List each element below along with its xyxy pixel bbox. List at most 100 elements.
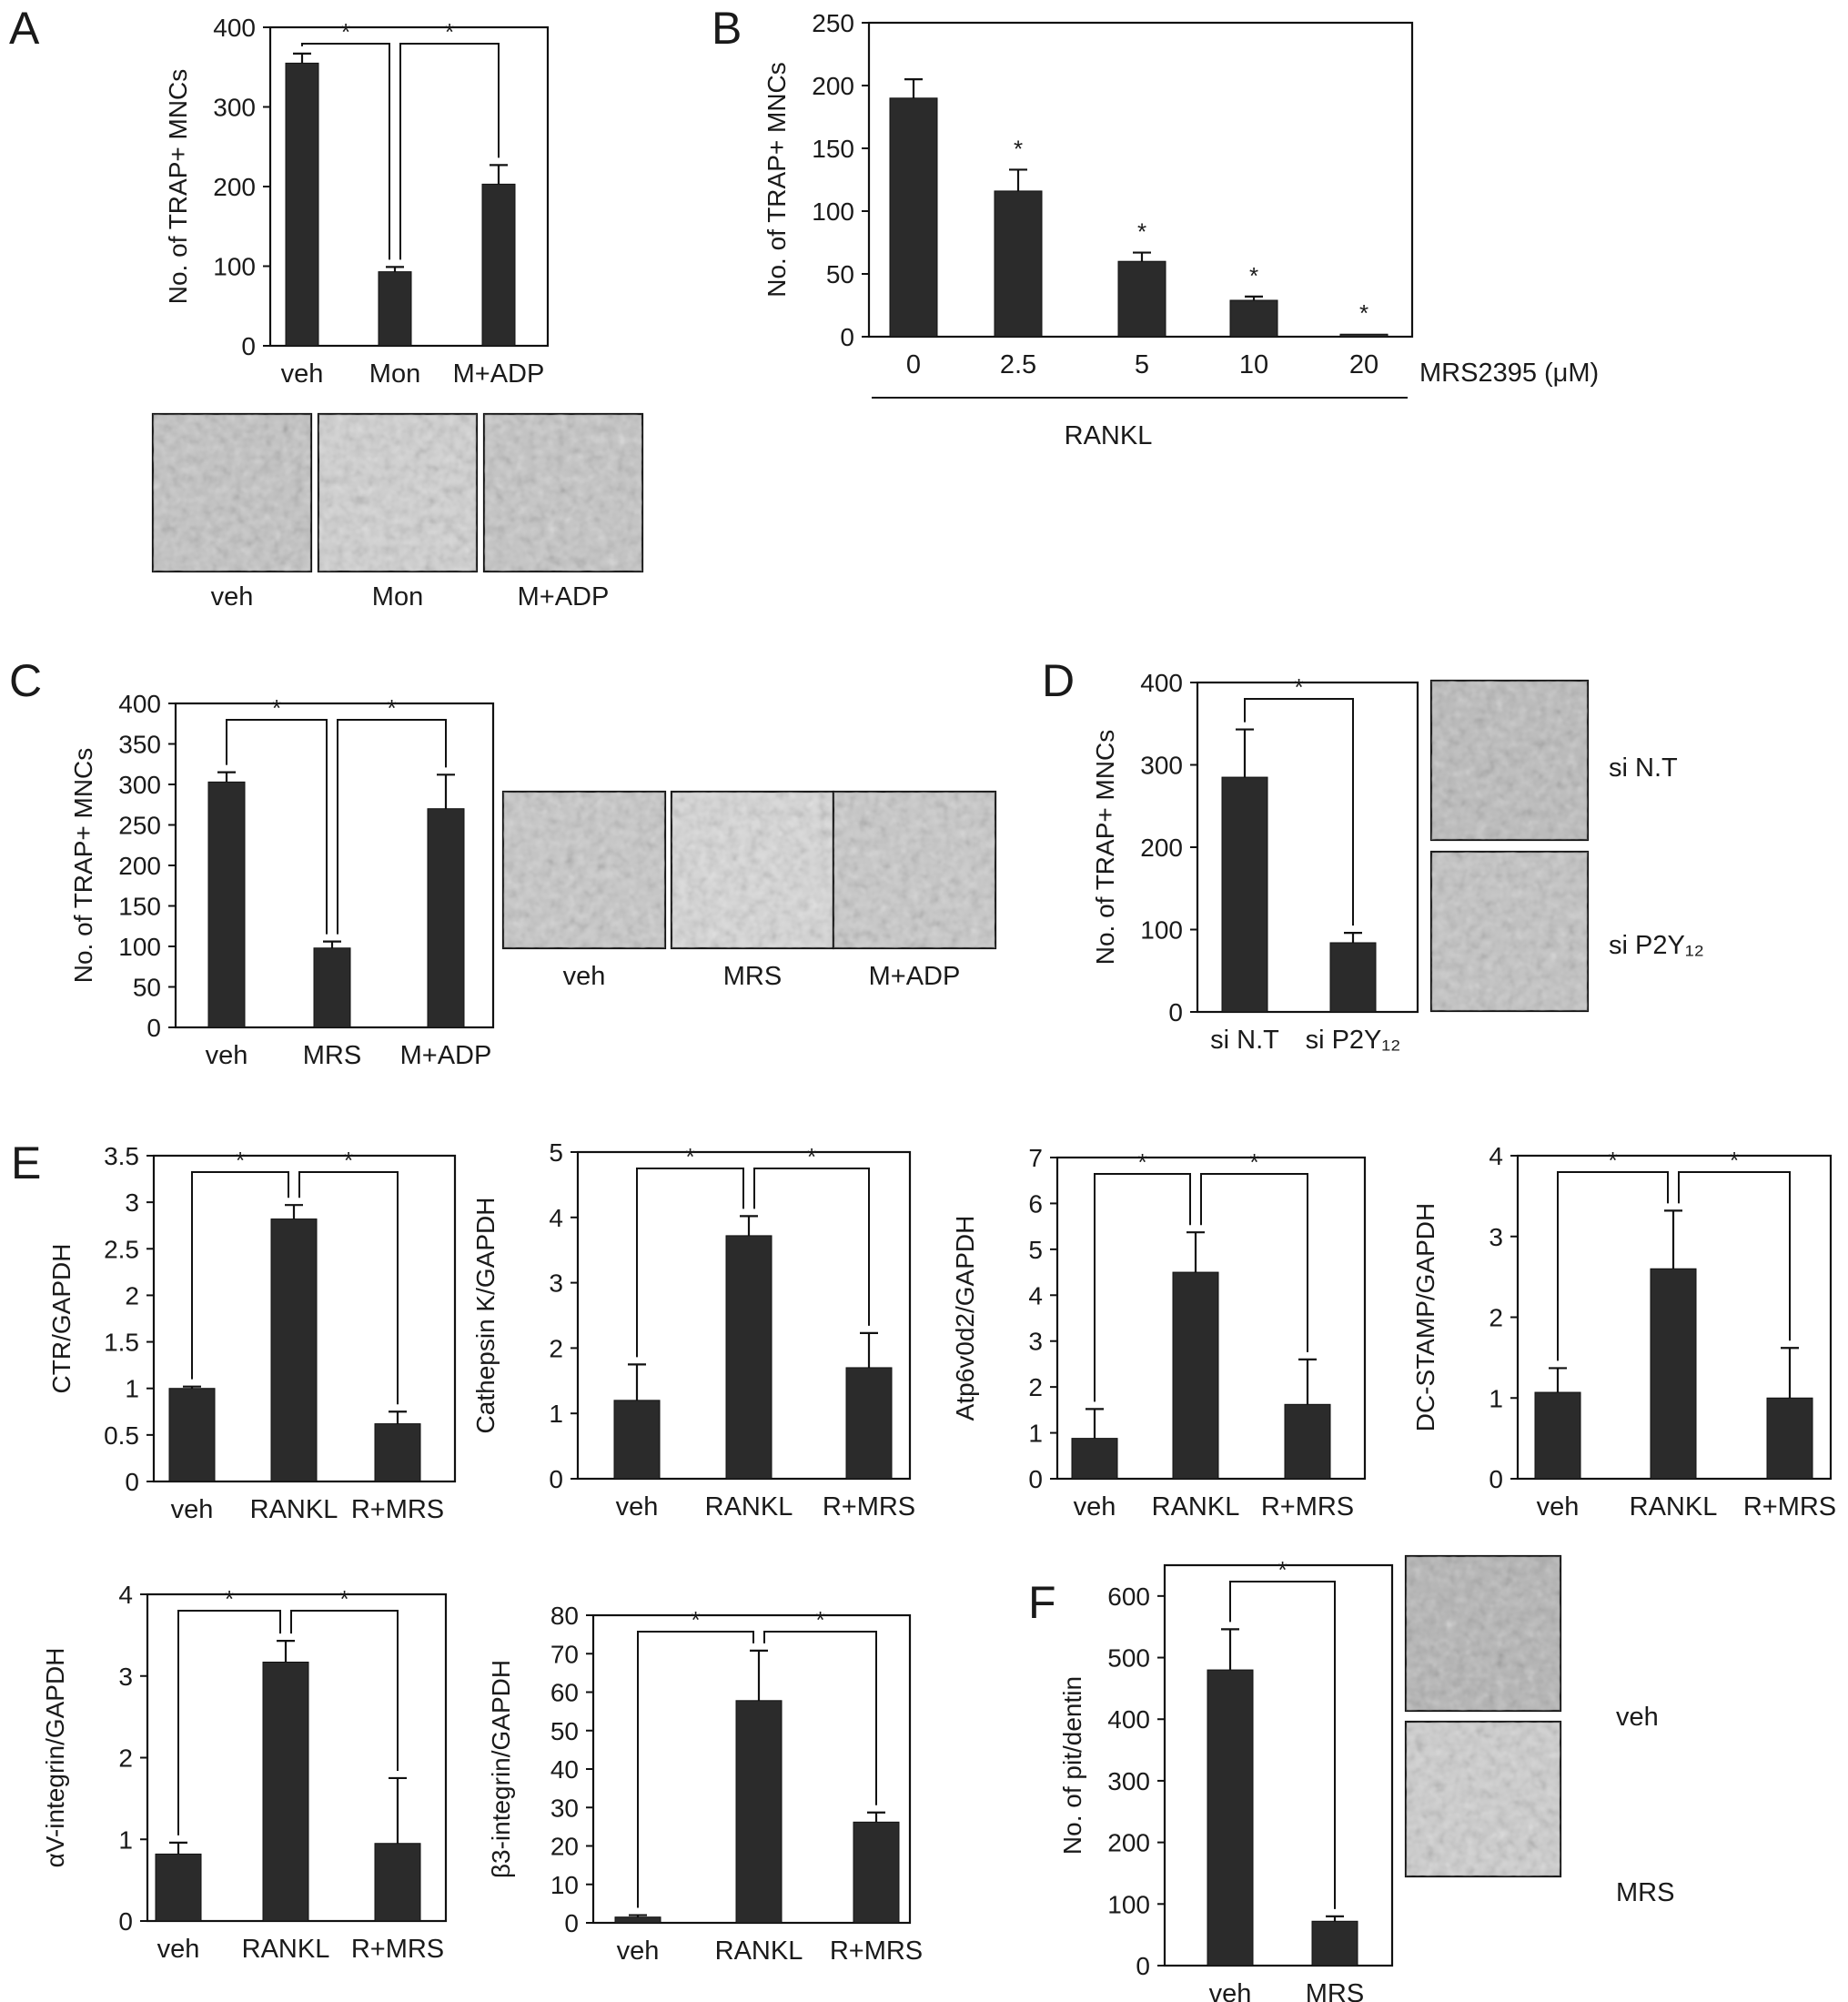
micrograph-a-label-2: Mon <box>372 582 423 612</box>
chart-b-xtick-label: 0 <box>906 350 921 379</box>
chart-e2-ytick-label: 4 <box>549 1204 563 1232</box>
chart-e6-bar <box>735 1700 783 1924</box>
chart-b-xtick-label: 20 <box>1349 350 1378 379</box>
chart-d-bar <box>1221 776 1268 1013</box>
chart-b-xtick-label: 2.5 <box>1000 350 1036 379</box>
chart-a-xtick-label: veh <box>281 359 324 389</box>
chart-e1-ytick-label: 0 <box>125 1468 139 1496</box>
chart-e6-ytick-label: 50 <box>550 1717 579 1745</box>
micrograph-a-veh <box>151 412 313 573</box>
chart-c-xtick-label: M+ADP <box>400 1041 492 1070</box>
chart-e1: 0 0.5 1 1.5 2 2.5 3 3.5 CTR/GAPDH veh RANKL R+MRS * * <box>47 1142 457 1524</box>
chart-e2-ytick-label: 5 <box>549 1138 563 1167</box>
chart-e2-sig-bracket <box>636 1168 744 1358</box>
chart-c-xtick-label: MRS <box>303 1041 361 1070</box>
chart-e1-bar <box>374 1423 421 1482</box>
chart-e6-xtick-label: RANKL <box>715 1936 803 1966</box>
micrograph-a-madp <box>482 412 644 573</box>
chart-e6-ytick-label: 60 <box>550 1679 579 1707</box>
chart-a-bar <box>481 183 516 347</box>
chart-e6-bar <box>853 1821 900 1924</box>
chart-e6-ylabel: β3-integrin/GAPDH <box>487 1660 515 1878</box>
panel-label-c: C <box>9 655 42 706</box>
chart-e3-sig-star: * <box>1137 1148 1146 1176</box>
chart-e3-ytick-label: 3 <box>1028 1328 1043 1356</box>
chart-a-sig-star: * <box>445 18 454 46</box>
chart-c-ytick-label: 250 <box>118 812 161 840</box>
micrograph-f-label-2: MRS <box>1616 1878 1674 1907</box>
chart-f-xtick-label: veh <box>1209 1979 1252 2002</box>
micrograph-c-mrs <box>670 790 835 950</box>
chart-e3-ytick-label: 2 <box>1028 1373 1043 1401</box>
chart-e1-ytick-label: 3 <box>125 1188 139 1217</box>
chart-c-ytick-label: 200 <box>118 852 161 880</box>
chart-e1-xtick-label: RANKL <box>250 1495 338 1524</box>
chart-e6-ytick-label: 10 <box>550 1871 579 1899</box>
chart-c: 0 50 100 150 200 250 300 350 400 No. of TRAP+ MNC… <box>69 690 495 1070</box>
chart-a-ylabel: No. of TRAP+ MNCs <box>164 69 192 305</box>
chart-b-star: * <box>1137 218 1146 246</box>
chart-e1-bar <box>168 1388 216 1482</box>
micrograph-d-sint <box>1429 679 1590 842</box>
chart-e6-sig-bracket <box>637 1631 754 1908</box>
chart-e5-xtick-label: veh <box>157 1935 200 1964</box>
chart-a-ytick-label: 300 <box>213 94 256 122</box>
chart-e3-ytick-label: 4 <box>1028 1281 1043 1309</box>
chart-c-ytick-label: 150 <box>118 893 161 921</box>
chart-a-bar <box>285 62 319 347</box>
chart-f-ytick-label: 500 <box>1107 1644 1150 1673</box>
chart-e1-bar <box>270 1218 318 1482</box>
chart-e5: 0 1 2 3 4 αV-integrin/GAPDH veh RANKL R+MRS * * <box>41 1581 448 1964</box>
chart-c-bar <box>427 808 465 1028</box>
chart-e3-xtick-label: RANKL <box>1152 1492 1240 1522</box>
chart-b-bar <box>889 97 938 338</box>
chart-e2-xtick-label: veh <box>616 1492 659 1522</box>
chart-e3-ytick-label: 0 <box>1028 1465 1043 1493</box>
panel-label-f: F <box>1028 1577 1056 1628</box>
chart-e2-ytick-label: 2 <box>549 1334 563 1362</box>
chart-c-ytick-label: 50 <box>133 974 161 1002</box>
micrograph-f-veh <box>1404 1554 1562 1713</box>
chart-d-ytick-label: 300 <box>1140 752 1183 780</box>
chart-e3-sig-bracket <box>1094 1173 1191 1402</box>
panel-label-e: E <box>11 1138 41 1188</box>
chart-a: 0 100 200 300 400 No. of TRAP+ MNCs veh Mon M+AD… <box>164 14 550 389</box>
chart-d-bar <box>1329 942 1377 1013</box>
chart-e2-ylabel: Cathepsin K/GAPDH <box>471 1198 500 1434</box>
chart-c-ytick-label: 400 <box>118 690 161 718</box>
chart-e4-bar <box>1534 1391 1581 1480</box>
chart-e4: 0 1 2 3 4 DC-STAMP/GAPDH veh RANKL R+MRS * * <box>1411 1142 1836 1522</box>
chart-e2: 0 1 2 3 4 5 Cathepsin K/GAPDH veh RANKL R+MRS * * <box>471 1138 915 1522</box>
chart-e2-ytick-label: 3 <box>549 1269 563 1298</box>
chart-e5-ytick-label: 3 <box>118 1663 133 1691</box>
chart-b-bar <box>1117 260 1166 338</box>
chart-e5-ytick-label: 2 <box>118 1744 133 1773</box>
chart-e5-ytick-label: 1 <box>118 1825 133 1854</box>
chart-e1-sig-bracket <box>191 1171 289 1380</box>
chart-c-sig-bracket <box>337 719 447 935</box>
micrograph-d-sip2y12 <box>1429 850 1590 1013</box>
chart-e2-ytick-label: 1 <box>549 1400 563 1428</box>
chart-d: 0 100 200 300 400 No. of TRAP+ MNCs si N.T si P… <box>1091 669 1419 1055</box>
micrograph-c-label-2: MRS <box>723 962 782 991</box>
chart-e5-ytick-label: 0 <box>118 1907 133 1936</box>
b-dose-axis-label: MRS2395 (μM) <box>1419 359 1599 388</box>
chart-e2-bar <box>845 1367 893 1480</box>
chart-c-ylabel: No. of TRAP+ MNCs <box>69 748 97 984</box>
chart-f-ytick-label: 200 <box>1107 1829 1150 1857</box>
chart-e3-sig-star: * <box>1249 1148 1258 1176</box>
chart-e4-ytick-label: 3 <box>1489 1223 1503 1251</box>
chart-f-sig-star: * <box>1277 1556 1287 1583</box>
chart-e1-ytick-label: 2.5 <box>104 1235 139 1263</box>
chart-b-xtick-label: 10 <box>1239 350 1268 379</box>
chart-e1-ytick-label: 0.5 <box>104 1421 139 1450</box>
chart-e2-sig-star: * <box>807 1143 816 1170</box>
chart-e6-xtick-label: veh <box>617 1936 660 1966</box>
micrograph-c-label-1: veh <box>563 962 606 991</box>
chart-e1-sig-bracket <box>298 1171 399 1405</box>
chart-c-sig-bracket <box>226 719 328 935</box>
chart-e4-xtick-label: veh <box>1537 1492 1580 1522</box>
panel-label-b: B <box>712 3 742 54</box>
